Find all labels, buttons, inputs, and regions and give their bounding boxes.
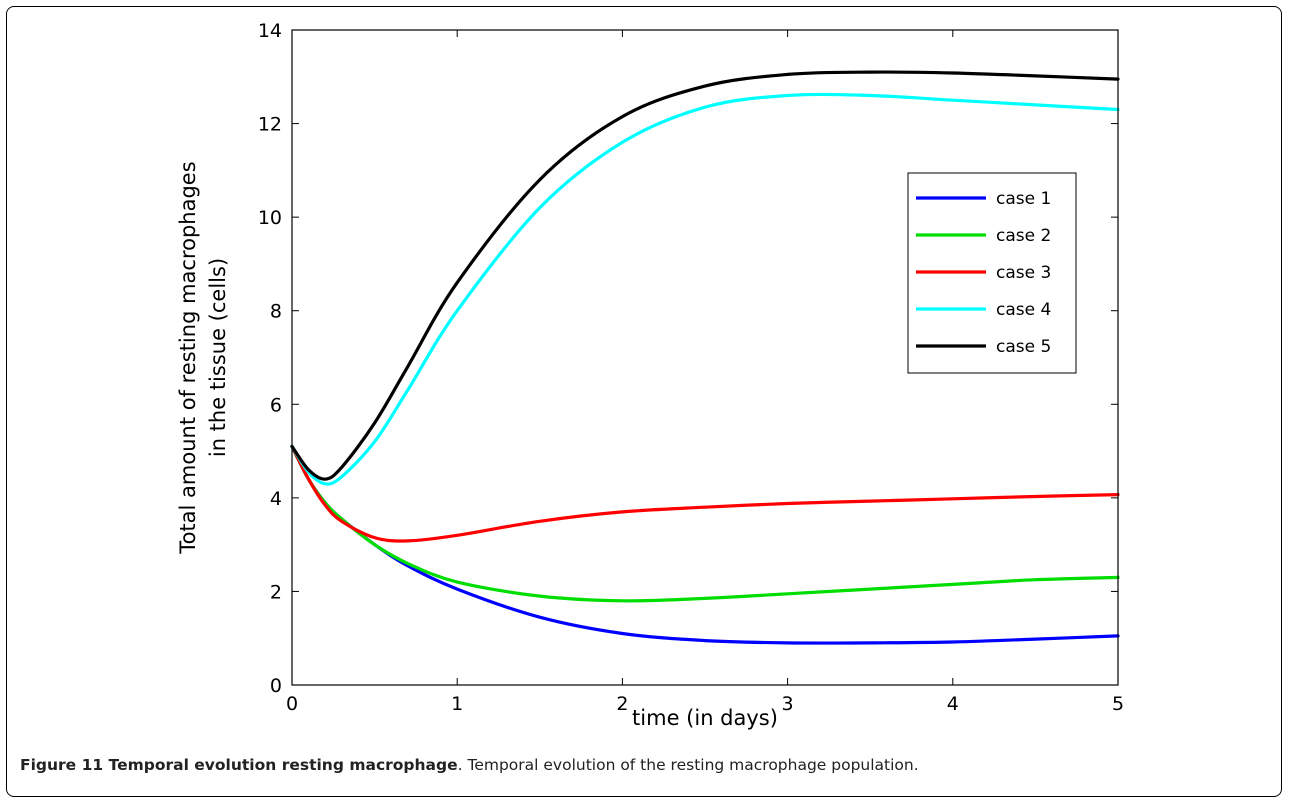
legend-label-5: case 5 [996, 337, 1051, 357]
x-tick-label: 1 [451, 693, 463, 715]
series-lines [290, 70, 1120, 645]
caption-text: . Temporal evolution of the resting macr… [457, 756, 919, 774]
caption-title: Figure 11 Temporal evolution resting mac… [20, 756, 458, 774]
series-line-1 [290, 444, 1120, 645]
series-line-3 [290, 444, 1120, 543]
y-axis-label-line-2: in the tissue (cells) [206, 258, 230, 457]
legend: case 1 case 2 case 3 case 4 case 5 [907, 172, 1077, 374]
y-tick-label: 8 [270, 301, 282, 323]
figure-caption: Figure 11 Temporal evolution resting mac… [20, 756, 1270, 774]
series-line-5 [290, 70, 1120, 481]
axes-box [291, 29, 1119, 686]
x-tick-label: 5 [1112, 693, 1124, 715]
legend-label-4: case 4 [996, 300, 1051, 320]
series-line-2 [290, 444, 1120, 603]
y-axis-label-line-1: Total amount of resting macrophages [176, 161, 200, 554]
x-tick-label: 4 [947, 693, 959, 715]
x-tick-label: 2 [616, 693, 628, 715]
x-tick-label: 0 [286, 693, 298, 715]
y-tick-label: 4 [270, 488, 282, 510]
y-tick-label: 12 [258, 114, 282, 136]
figure-frame [6, 6, 1282, 797]
legend-label-3: case 3 [996, 263, 1051, 283]
y-tick-label: 10 [258, 207, 282, 229]
y-tick-label: 0 [270, 675, 282, 697]
legend-label-2: case 2 [996, 226, 1051, 246]
y-tick-label: 6 [270, 394, 282, 416]
x-axis-label: time (in days) [632, 706, 778, 730]
series-line-4 [290, 92, 1120, 486]
legend-label-1: case 1 [996, 189, 1051, 209]
y-tick-label: 14 [258, 20, 282, 42]
y-tick-label: 2 [270, 581, 282, 603]
x-tick-label: 3 [782, 693, 794, 715]
